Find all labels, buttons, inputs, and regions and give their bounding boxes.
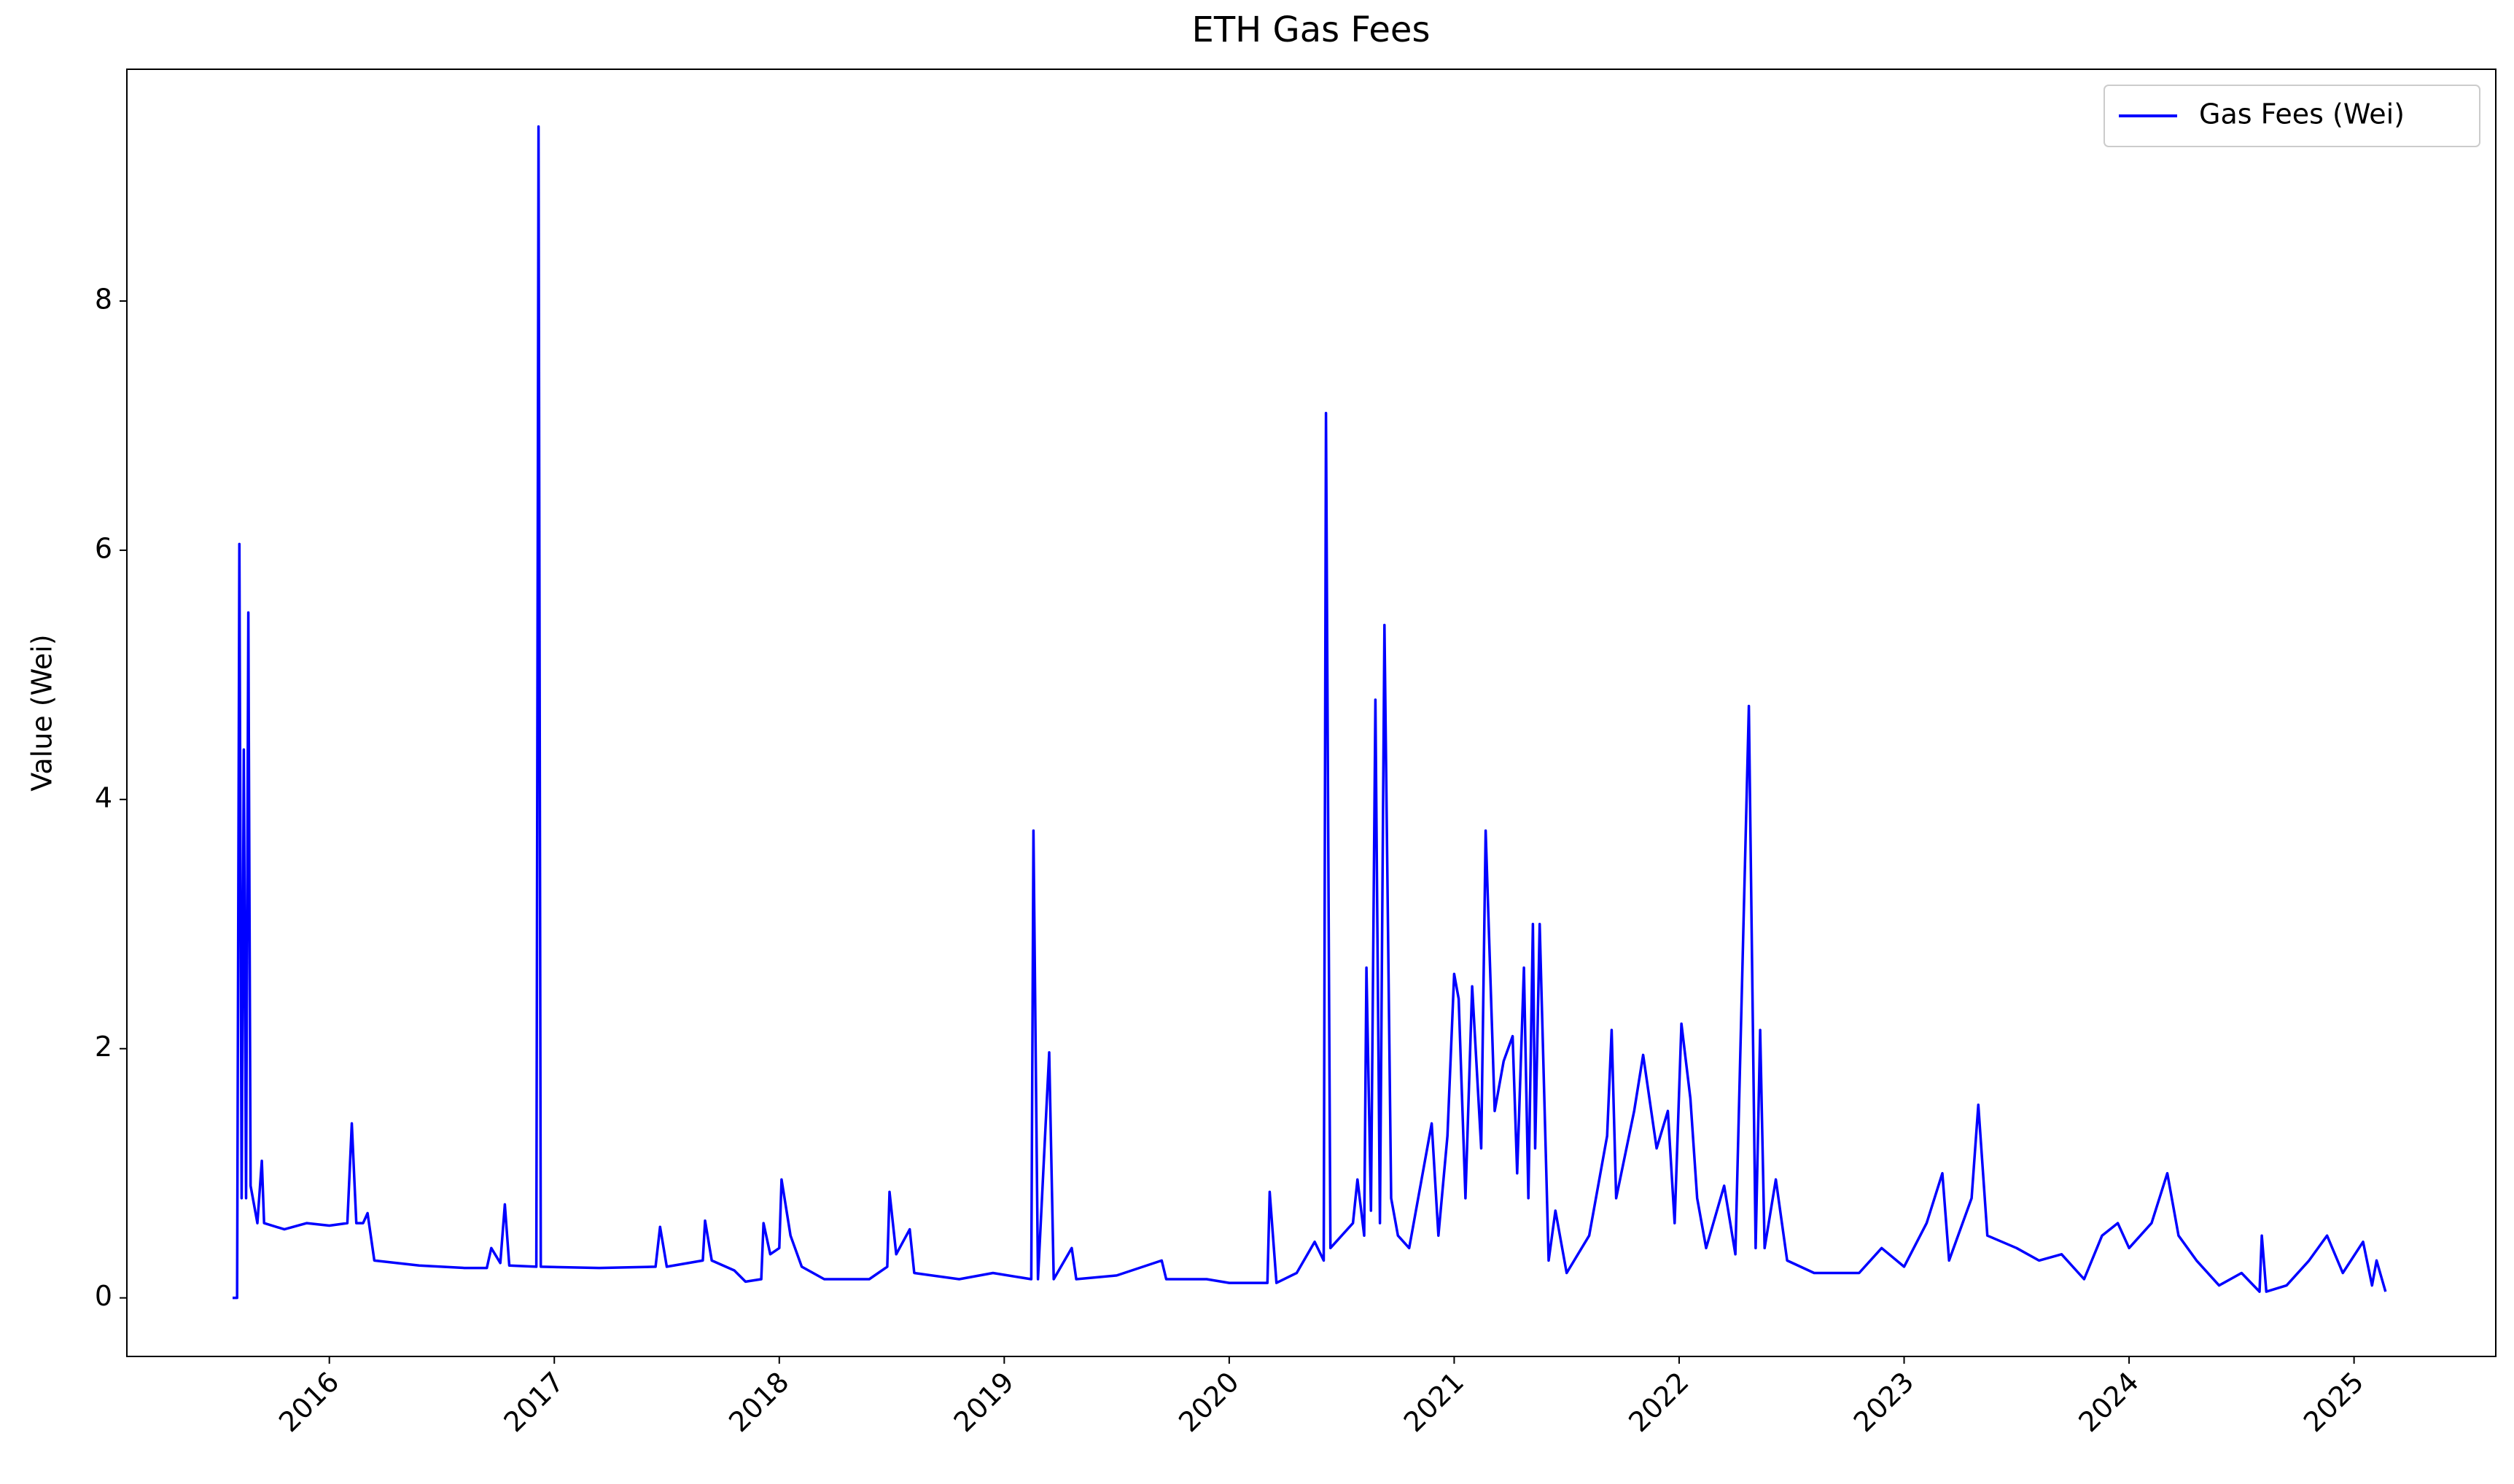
y-axis-label: Value (Wei) [26, 634, 58, 791]
line [233, 125, 2387, 1300]
x-tick-label: 2025 [2297, 1366, 2370, 1439]
y-tick-label: 8 [95, 283, 112, 315]
x-tick-label: 2017 [498, 1366, 571, 1439]
y-tick-label: 0 [95, 1280, 112, 1312]
y-tick-label: 2 [95, 1031, 112, 1063]
x-tick-label: 2023 [1848, 1366, 1920, 1439]
x-tick-label: 2018 [723, 1366, 795, 1439]
x-tick-label: 2021 [1398, 1366, 1471, 1439]
x-tick-label: 2020 [1172, 1366, 1245, 1439]
x-tick-label: 2022 [1622, 1366, 1695, 1439]
chart-title: ETH Gas Fees [1192, 9, 1431, 50]
y-tick-label: 6 [95, 532, 112, 564]
x-tick-label: 2019 [948, 1366, 1021, 1439]
y-tick-label: 4 [95, 781, 112, 813]
x-tick-label: 2016 [273, 1366, 346, 1439]
legend-label: Gas Fees (Wei) [2199, 98, 2405, 130]
legend-box [2104, 85, 2480, 147]
x-tick-label: 2024 [2072, 1366, 2145, 1439]
plot-frame [126, 69, 2497, 1357]
